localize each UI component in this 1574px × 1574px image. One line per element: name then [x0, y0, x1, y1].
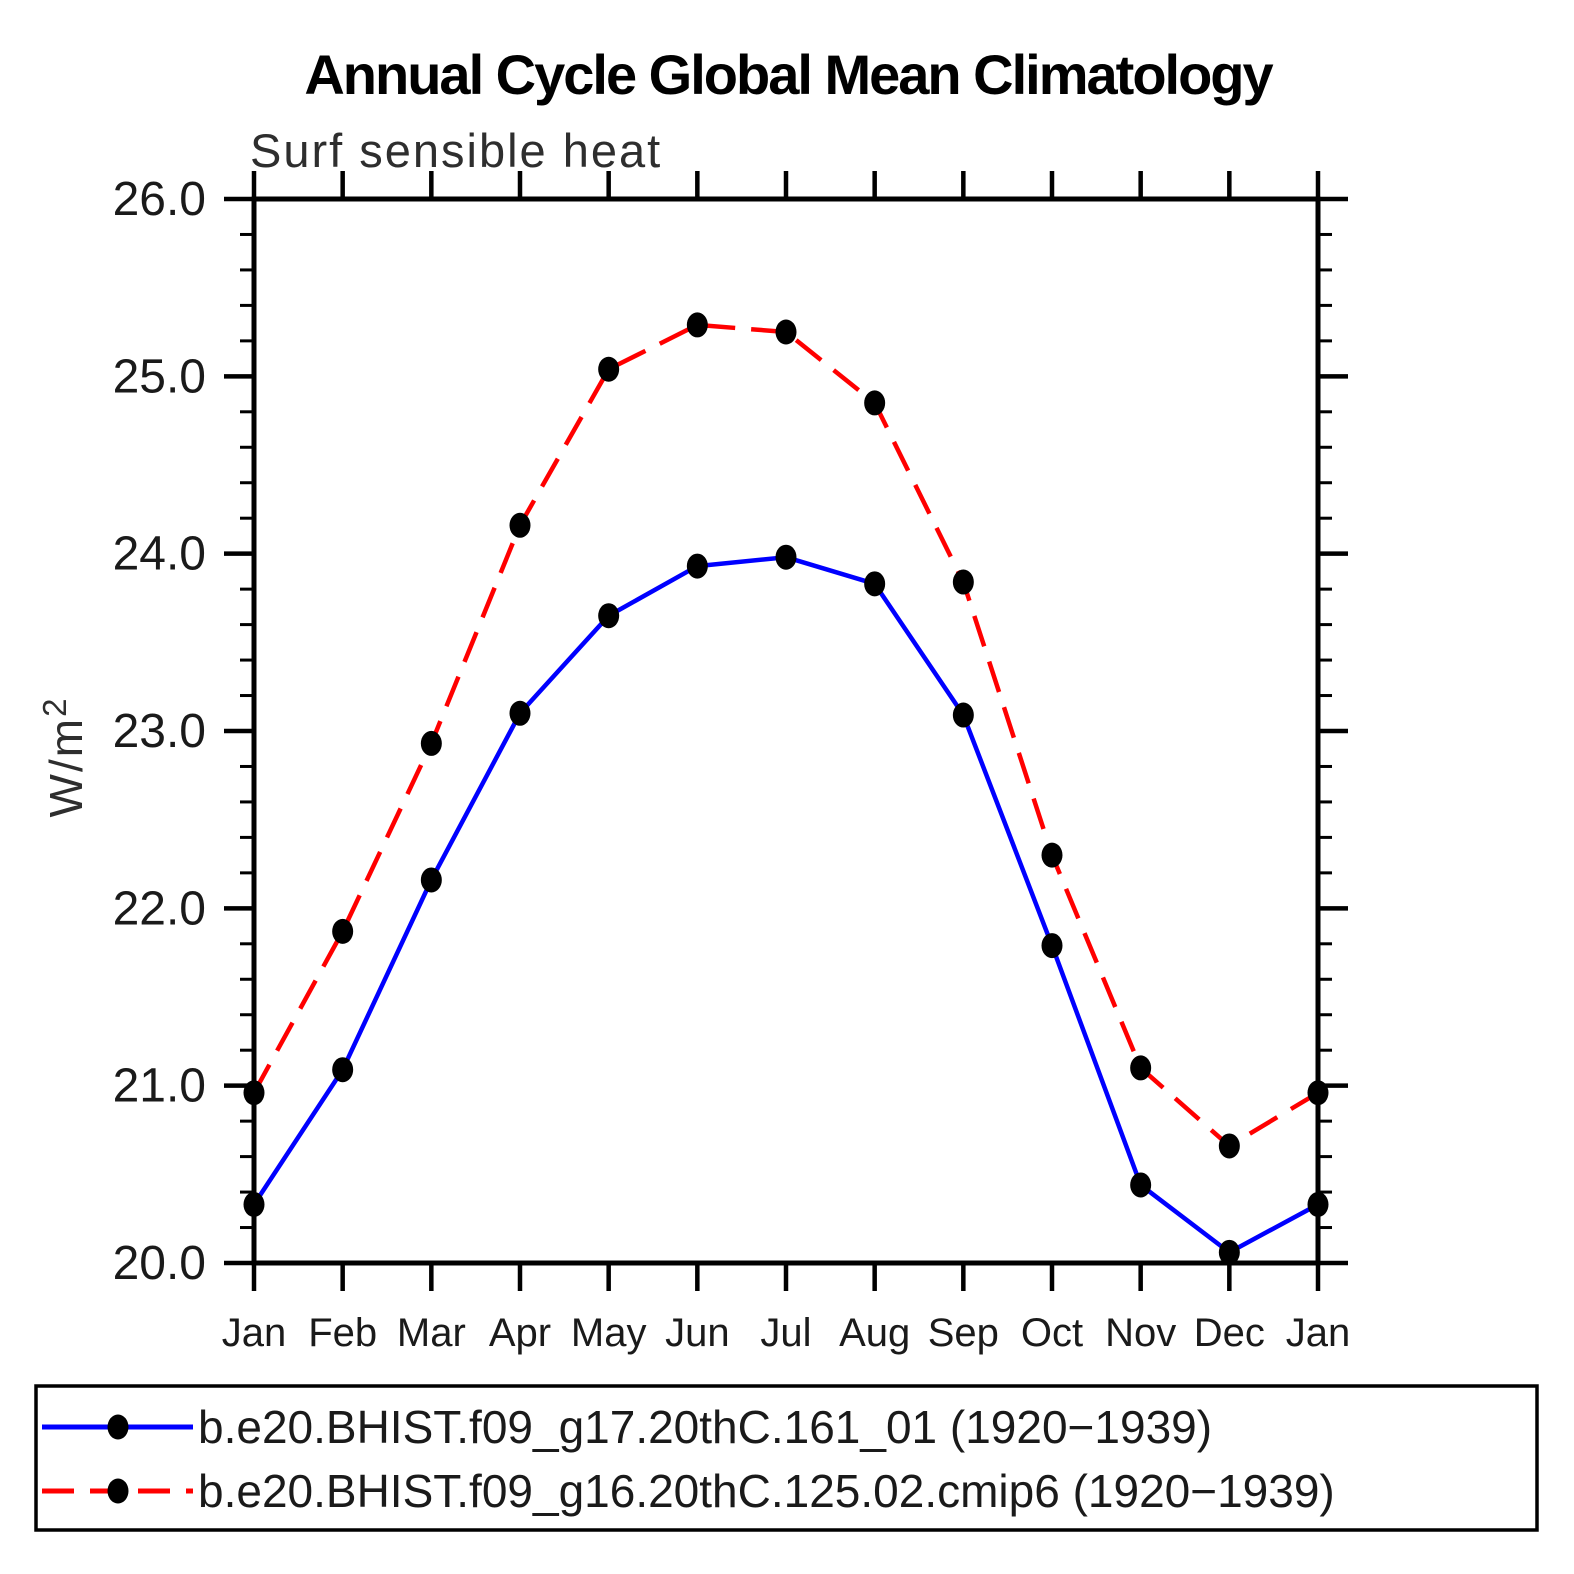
data-point-marker: [686, 312, 708, 338]
data-point-marker: [1218, 1239, 1240, 1265]
data-point-marker: [1307, 1080, 1329, 1106]
y-tick-label: 24.0: [113, 528, 206, 581]
chart-title: Annual Cycle Global Mean Climatology: [304, 43, 1273, 106]
data-point-marker: [1307, 1191, 1329, 1217]
legend-label-series-0: b.e20.BHIST.f09_g17.20thC.161_01 (1920−1…: [198, 1401, 1212, 1453]
x-tick-label: Jan: [222, 1311, 287, 1355]
y-axis-label: W/m2: [36, 697, 92, 818]
data-point-marker: [598, 356, 620, 382]
data-point-marker: [1041, 933, 1063, 959]
data-point-marker: [509, 700, 531, 726]
x-tick-label: Apr: [489, 1311, 551, 1355]
data-point-marker: [420, 730, 442, 756]
x-tick-label: Mar: [397, 1311, 466, 1355]
y-tick-label: 20.0: [113, 1237, 206, 1290]
y-axis-label-exponent: 2: [36, 697, 73, 717]
axes-layer: 20.0 21.0 22.0 23.0 24.0 25.0 26.0 Jan Feb Mar Apr…: [113, 171, 1351, 1355]
data-point-marker: [686, 553, 708, 579]
data-point-marker: [332, 1057, 354, 1083]
x-tick-label: May: [571, 1311, 647, 1355]
chart-subtitle: Surf sensible heat: [250, 124, 662, 177]
x-tick-label: Nov: [1105, 1311, 1176, 1355]
data-point-marker: [1218, 1133, 1240, 1159]
x-tick-label: Sep: [928, 1311, 999, 1355]
data-point-marker: [864, 571, 886, 597]
legend-marker-series-1: [107, 1478, 129, 1504]
data-point-marker: [509, 512, 531, 538]
data-point-marker: [1041, 842, 1063, 868]
y-axis-label-base: W/m: [40, 717, 92, 818]
data-point-marker: [1130, 1172, 1152, 1198]
x-tick-label: Jun: [665, 1311, 730, 1355]
legend-box: [34, 1384, 1539, 1532]
y-tick-label: 25.0: [113, 350, 206, 403]
data-point-marker: [243, 1191, 265, 1217]
x-tick-label: Jul: [760, 1311, 811, 1355]
data-point-marker: [952, 702, 974, 728]
x-tick-label: Oct: [1021, 1311, 1083, 1355]
y-tick-label: 21.0: [113, 1060, 206, 1113]
data-point-marker: [1130, 1055, 1152, 1081]
y-tick-label: 23.0: [113, 705, 206, 758]
series-line-0: [252, 554, 1320, 1255]
x-tick-label: Dec: [1194, 1311, 1265, 1355]
data-point-marker: [243, 1080, 265, 1106]
legend: b.e20.BHIST.f09_g17.20thC.161_01 (1920−1…: [34, 1384, 1539, 1532]
series-line-1: [252, 322, 1320, 1149]
series-layer: [243, 312, 1329, 1265]
legend-label-series-1: b.e20.BHIST.f09_g16.20thC.125.02.cmip6 (…: [198, 1465, 1335, 1517]
y-tick-label: 22.0: [113, 882, 206, 935]
data-point-marker: [775, 544, 797, 570]
x-tick-label: Jan: [1286, 1311, 1351, 1355]
legend-marker-series-0: [107, 1414, 129, 1440]
data-point-marker: [332, 918, 354, 944]
x-tick-label: Aug: [839, 1311, 910, 1355]
data-point-marker: [775, 319, 797, 345]
data-point-marker: [420, 867, 442, 893]
y-tick-label: 26.0: [113, 173, 206, 226]
data-point-marker: [598, 603, 620, 629]
x-tick-label: Feb: [308, 1311, 377, 1355]
plot-border: [251, 196, 1321, 1266]
data-point-marker: [864, 390, 886, 416]
data-point-marker: [952, 569, 974, 595]
